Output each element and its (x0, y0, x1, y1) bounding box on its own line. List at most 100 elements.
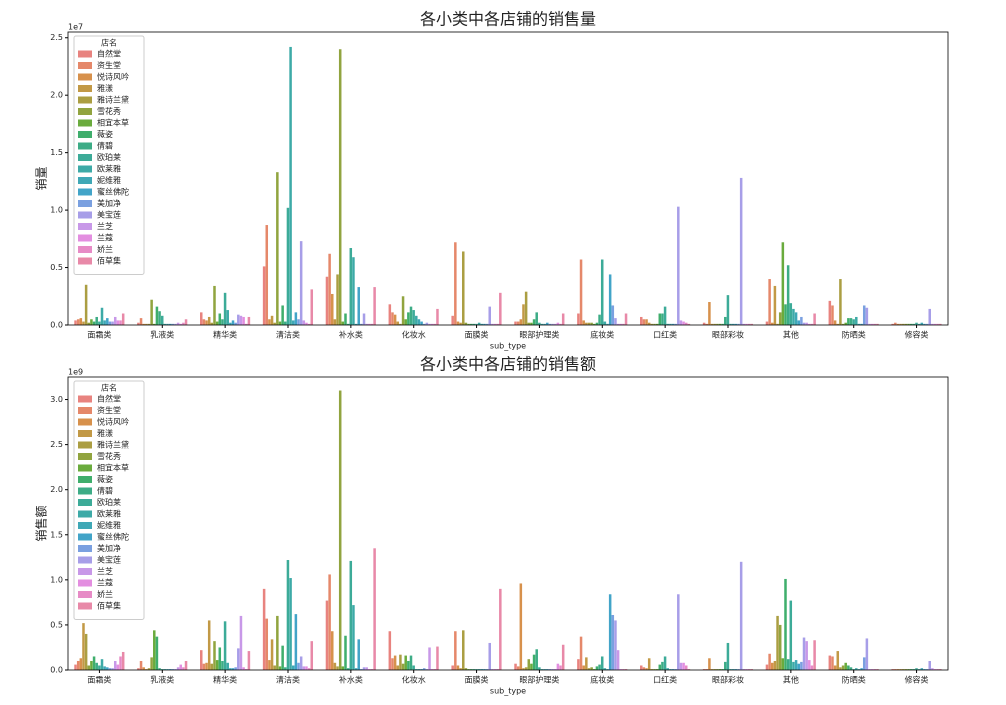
bar (153, 323, 156, 325)
bar (84, 284, 88, 325)
bar (577, 313, 580, 325)
bar (524, 667, 528, 670)
bar (491, 669, 494, 670)
legend-label: 美加净 (97, 198, 121, 208)
bar (299, 241, 303, 325)
bar (111, 321, 114, 325)
bar (669, 323, 672, 325)
bar (213, 285, 216, 325)
bar (262, 266, 266, 325)
bar (415, 315, 418, 325)
bar (307, 668, 311, 670)
bar (247, 651, 251, 670)
bar (242, 316, 245, 325)
legend-label: 佰草集 (97, 256, 121, 266)
legend-swatch (78, 522, 92, 529)
bar (344, 313, 347, 325)
bar (789, 303, 793, 325)
bar (870, 323, 874, 325)
bar (354, 668, 358, 670)
legend-label: 佰草集 (97, 601, 121, 611)
bar (933, 669, 937, 670)
bar (865, 638, 869, 670)
bar (202, 663, 206, 670)
legend-label: 雅漾 (97, 83, 113, 93)
bar (619, 669, 623, 670)
bar (561, 644, 565, 670)
y-axis-label: 销量 (35, 166, 49, 190)
bar (538, 322, 541, 325)
bar (647, 658, 651, 670)
bar (619, 323, 623, 325)
bar (616, 323, 620, 325)
legend-swatch (78, 533, 92, 541)
bar (286, 560, 290, 670)
bar (849, 318, 853, 325)
legend-swatch (78, 591, 92, 598)
x-axis-label: sub_type (490, 687, 526, 696)
bar (708, 658, 711, 670)
bar (239, 615, 243, 670)
bar (221, 319, 224, 325)
bar (925, 323, 929, 325)
bar (205, 662, 208, 670)
legend-swatch (78, 556, 92, 564)
bar (614, 620, 617, 670)
legend-label: 相宜本草 (97, 118, 129, 128)
bar (920, 668, 924, 670)
bar (579, 636, 583, 670)
bar (368, 669, 371, 670)
bar (708, 302, 711, 325)
bar (462, 251, 465, 325)
bar (813, 640, 816, 670)
legend-label: 雪花秀 (97, 106, 121, 116)
bar (331, 293, 334, 325)
bar (150, 299, 153, 325)
y-tick-label: 3.0 (50, 395, 63, 404)
bar (784, 304, 787, 325)
bar (270, 639, 274, 670)
bar (912, 669, 916, 670)
bar (393, 655, 397, 670)
bar (79, 318, 83, 325)
bar (360, 323, 363, 325)
bar (677, 594, 680, 670)
bar (522, 304, 525, 325)
bar (593, 669, 596, 670)
bar (640, 316, 643, 325)
legend-swatch (78, 568, 92, 575)
legend-label: 欧莱雅 (97, 164, 121, 174)
bar (794, 312, 798, 325)
bar (407, 660, 410, 670)
bar (655, 323, 659, 325)
x-tick-label: 补水类 (339, 675, 363, 685)
legend-label: 兰蔻 (97, 233, 113, 243)
y-tick-label: 0.5 (50, 263, 63, 272)
bar (158, 668, 161, 670)
y-tick-label: 1.5 (50, 148, 63, 157)
bar (357, 639, 360, 670)
bar (855, 668, 858, 670)
bar (891, 669, 894, 670)
bar (540, 323, 544, 325)
legend-label: 欧珀莱 (97, 152, 121, 162)
bar (716, 323, 719, 325)
bar (483, 669, 486, 670)
bar (404, 655, 407, 670)
legend-label: 相宜本草 (97, 463, 129, 473)
x-tick-label: 清洁类 (276, 330, 300, 340)
bar (907, 669, 910, 670)
bar (904, 669, 908, 670)
bar (902, 323, 905, 325)
bar (205, 320, 208, 325)
bar (428, 323, 431, 325)
x-tick-label: 口红类 (653, 675, 677, 685)
x-tick-label: 其他 (783, 675, 799, 685)
bar (328, 574, 331, 670)
bar (868, 323, 871, 325)
bar (496, 323, 499, 325)
y-axis-label: 销售额 (34, 505, 49, 541)
bar (176, 667, 180, 670)
bar (207, 316, 211, 325)
bar (215, 660, 219, 670)
